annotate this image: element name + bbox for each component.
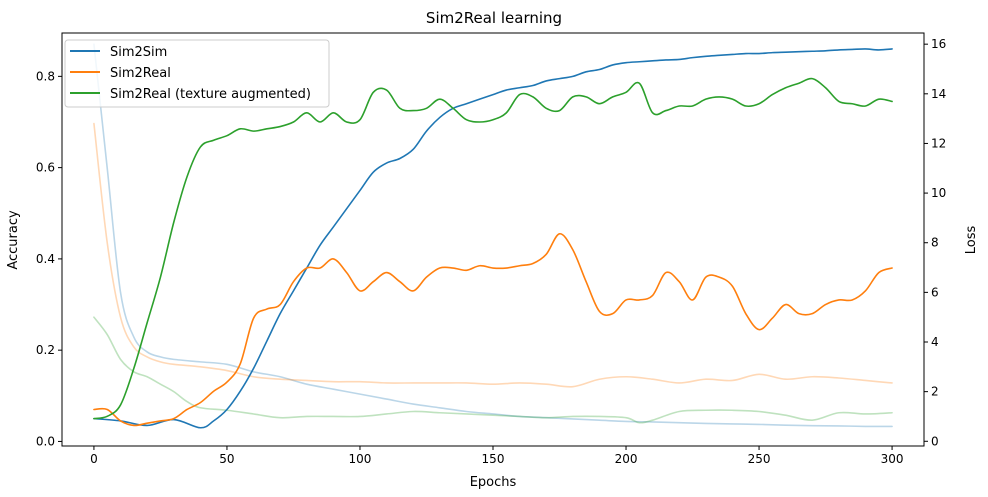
x-tick-label: 200: [615, 452, 638, 466]
legend-label-sim2sim: Sim2Sim: [110, 45, 167, 60]
legend-box: [64, 39, 330, 108]
y-tick-label: 0.2: [36, 343, 55, 357]
y-tick-label: 0.8: [36, 69, 55, 83]
y2-tick-label: 10: [931, 186, 946, 200]
y2-tick-label: 2: [931, 385, 939, 399]
y2-tick-label: 14: [931, 87, 946, 101]
accuracy-line-sim2sim: [93, 48, 893, 429]
y2-tick-label: 12: [931, 136, 946, 150]
loss-line-sim2real: [93, 122, 893, 388]
y2-axis-label: Loss: [964, 226, 979, 255]
accuracy-line-sim2real: [93, 233, 893, 427]
legend-label-sim2real: Sim2Real: [110, 66, 171, 81]
legend: Sim2Sim Sim2Real Sim2Real (texture augme…: [64, 39, 330, 108]
accuracy-line-sim2real-texture-augmented: [93, 77, 893, 420]
y2-tick-label: 8: [931, 236, 939, 250]
y2-tick-label: 4: [931, 335, 939, 349]
y2-tick-label: 16: [931, 37, 946, 51]
x-tick-label: 300: [881, 452, 904, 466]
x-tick-label: 50: [219, 452, 234, 466]
loss-line-sim2real-texture-augmented: [93, 316, 893, 424]
x-tick-label: 100: [349, 452, 372, 466]
x-axis-label: Epochs: [470, 475, 517, 490]
y2-tick-label: 6: [931, 285, 939, 299]
y-tick-label: 0.0: [36, 434, 55, 448]
y-tick-label: 0.6: [36, 161, 55, 175]
chart-title: Sim2Real learning: [426, 9, 562, 27]
y-axis-label: Accuracy: [6, 210, 21, 270]
x-tick-label: 0: [90, 452, 98, 466]
axes-layer: 0 50 100 150 200 250 300 0.0 0.2 0.4 0.6 0.8 0 2 4 6 8 10…: [36, 37, 946, 466]
x-tick-label: 150: [482, 452, 505, 466]
loss-line-sim2sim: [93, 43, 893, 428]
series-layer: [93, 43, 893, 429]
legend-label-sim2real-texture-augmented: Sim2Real (texture augmented): [110, 87, 311, 102]
x-tick-label: 250: [748, 452, 771, 466]
y-tick-label: 0.4: [36, 252, 55, 266]
y2-tick-label: 0: [931, 434, 939, 448]
